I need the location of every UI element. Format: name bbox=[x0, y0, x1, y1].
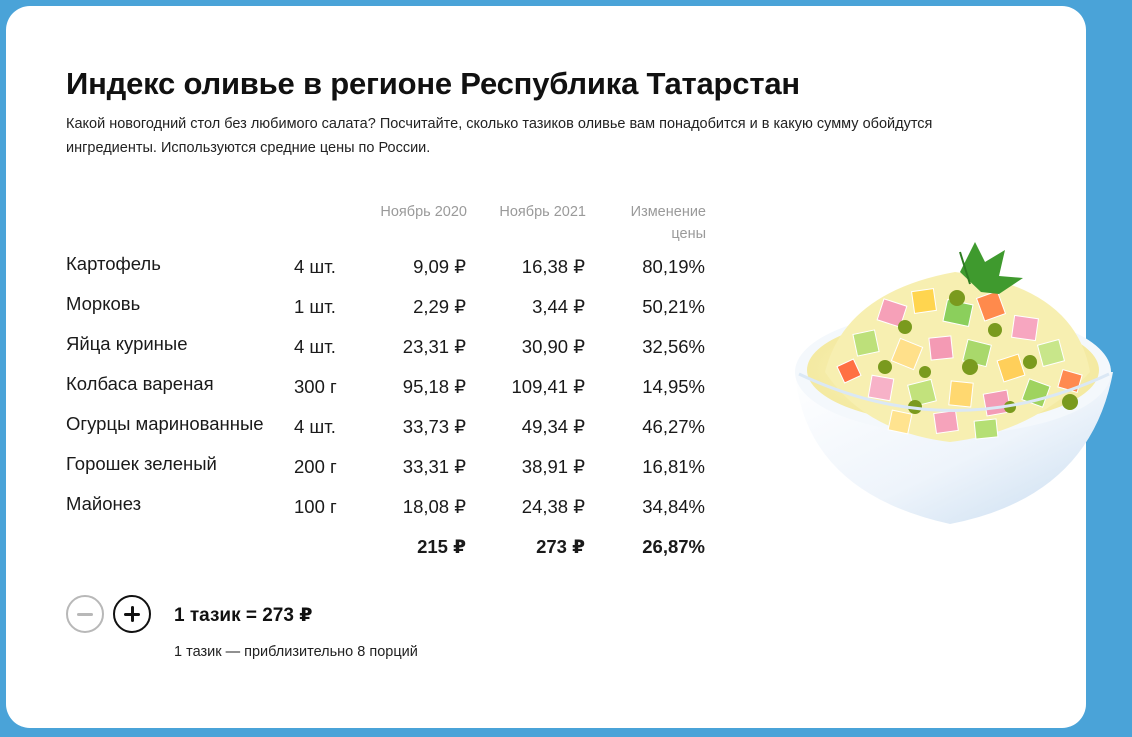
price-nov-2020: 9,09 ₽ bbox=[413, 256, 466, 277]
table-row: Картофель 4 шт. 9,09 ₽ 16,38 ₽ 80,19% bbox=[66, 253, 726, 293]
price-nov-2021: 16,38 ₽ bbox=[521, 256, 585, 277]
price-nov-2021: 24,38 ₽ bbox=[521, 496, 585, 517]
header-nov-2021: Ноябрь 2021 bbox=[499, 204, 586, 220]
price-change: 80,19% bbox=[642, 256, 705, 277]
table-row: Горошек зеленый 200 г 33,31 ₽ 38,91 ₽ 16… bbox=[66, 453, 726, 493]
salad-bowl-illustration bbox=[795, 242, 1113, 524]
price-nov-2021: 109,41 ₽ bbox=[511, 376, 586, 397]
page-title: Индекс оливье в регионе Республика Татар… bbox=[66, 66, 800, 101]
total-change: 26,87% bbox=[642, 536, 705, 557]
table-row: Яйца куриные 4 шт. 23,31 ₽ 30,90 ₽ 32,56… bbox=[66, 333, 726, 373]
table-total-row: 215 ₽ 273 ₽ 26,87% bbox=[66, 533, 726, 573]
decrease-button[interactable] bbox=[66, 595, 104, 633]
price-nov-2020: 23,31 ₽ bbox=[402, 336, 466, 357]
header-price-change-line1: Изменение bbox=[630, 204, 706, 220]
price-nov-2021: 38,91 ₽ bbox=[521, 456, 585, 477]
table-row: Огурцы маринованные 4 шт. 33,73 ₽ 49,34 … bbox=[66, 413, 726, 453]
bowl-total: 1 тазик = 273 ₽ bbox=[174, 605, 313, 626]
price-change: 34,84% bbox=[642, 496, 705, 517]
table-row: Морковь 1 шт. 2,29 ₽ 3,44 ₽ 50,21% bbox=[66, 293, 726, 333]
price-change: 16,81% bbox=[642, 456, 705, 477]
header-nov-2020: Ноябрь 2020 bbox=[380, 204, 467, 220]
ingredient-name: Морковь bbox=[66, 293, 141, 314]
total-nov-2021: 273 ₽ bbox=[536, 536, 585, 557]
ingredient-quantity: 200 г bbox=[294, 456, 337, 477]
ingredient-name: Яйца куриные bbox=[66, 333, 188, 354]
price-nov-2020: 18,08 ₽ bbox=[402, 496, 466, 517]
minus-icon bbox=[77, 612, 93, 616]
price-change: 50,21% bbox=[642, 296, 705, 317]
price-nov-2020: 2,29 ₽ bbox=[413, 296, 466, 317]
ingredient-name: Огурцы маринованные bbox=[66, 413, 264, 434]
price-change: 32,56% bbox=[642, 336, 705, 357]
increase-button[interactable] bbox=[113, 595, 151, 633]
price-nov-2021: 3,44 ₽ bbox=[532, 296, 585, 317]
ingredient-quantity: 300 г bbox=[294, 376, 337, 397]
ingredient-name: Колбаса вареная bbox=[66, 373, 214, 394]
price-change: 14,95% bbox=[642, 376, 705, 397]
price-nov-2020: 95,18 ₽ bbox=[402, 376, 466, 397]
table-row: Колбаса вареная 300 г 95,18 ₽ 109,41 ₽ 1… bbox=[66, 373, 726, 413]
table-row: Майонез 100 г 18,08 ₽ 24,38 ₽ 34,84% bbox=[66, 493, 726, 533]
price-change: 46,27% bbox=[642, 416, 705, 437]
price-nov-2021: 30,90 ₽ bbox=[521, 336, 585, 357]
ingredient-quantity: 4 шт. bbox=[294, 256, 336, 277]
total-nov-2020: 215 ₽ bbox=[417, 536, 466, 557]
ingredient-name: Горошек зеленый bbox=[66, 453, 217, 474]
ingredient-quantity: 4 шт. bbox=[294, 416, 336, 437]
header-price-change-line2: цены bbox=[671, 226, 706, 242]
ingredient-quantity: 1 шт. bbox=[294, 296, 336, 317]
header-price-change: Изменение цены bbox=[590, 201, 706, 245]
portions-note: 1 тазик — приблизительно 8 порций bbox=[174, 644, 418, 660]
price-nov-2020: 33,31 ₽ bbox=[402, 456, 466, 477]
ingredient-quantity: 4 шт. bbox=[294, 336, 336, 357]
page-description: Какой новогодний стол без любимого салат… bbox=[66, 116, 933, 156]
ingredient-quantity: 100 г bbox=[294, 496, 337, 517]
price-nov-2020: 33,73 ₽ bbox=[402, 416, 466, 437]
price-nov-2021: 49,34 ₽ bbox=[521, 416, 585, 437]
ingredient-name: Картофель bbox=[66, 253, 161, 274]
ingredient-name: Майонез bbox=[66, 493, 142, 514]
